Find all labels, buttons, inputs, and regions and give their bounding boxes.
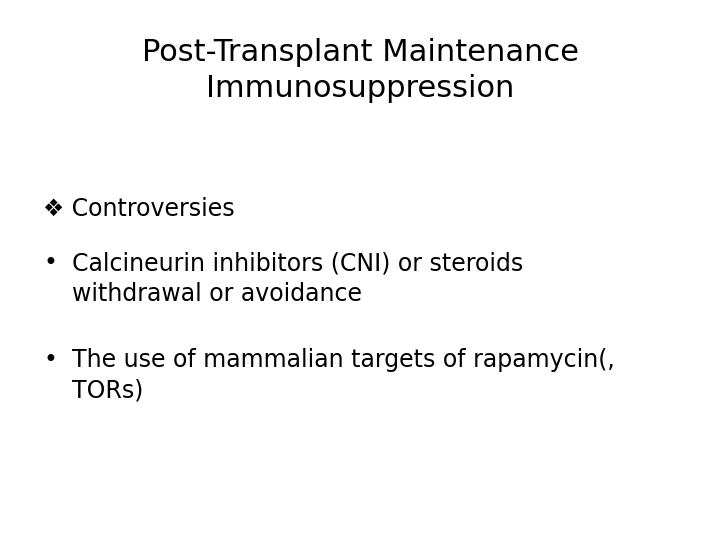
Text: The use of mammalian targets of rapamycin(,
TORs): The use of mammalian targets of rapamyci…: [72, 348, 615, 403]
Text: •: •: [43, 348, 57, 372]
Text: •: •: [43, 251, 57, 275]
Text: Calcineurin inhibitors (CNI) or steroids
withdrawal or avoidance: Calcineurin inhibitors (CNI) or steroids…: [72, 251, 523, 306]
Text: Post-Transplant Maintenance
Immunosuppression: Post-Transplant Maintenance Immunosuppre…: [142, 38, 578, 103]
Text: ❖ Controversies: ❖ Controversies: [43, 197, 235, 221]
